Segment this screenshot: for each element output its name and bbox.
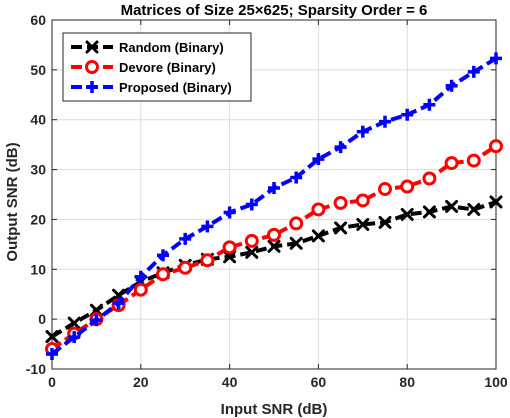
data-point <box>178 260 193 275</box>
data-point <box>289 236 303 250</box>
data-point <box>267 227 281 242</box>
data-point <box>445 79 458 92</box>
data-point <box>245 198 258 211</box>
legend: Random (Binary) Devore (Binary) Proposed (… <box>62 32 252 102</box>
data-point <box>133 282 148 297</box>
data-point <box>422 171 437 186</box>
data-point <box>311 229 325 243</box>
marker-stroke <box>67 316 81 330</box>
data-point <box>312 153 325 166</box>
data-point <box>333 195 348 210</box>
x-tick-label: 100 <box>484 374 508 390</box>
data-point <box>222 240 237 255</box>
data-point <box>45 330 59 344</box>
data-point <box>356 125 369 138</box>
data-point <box>268 182 280 195</box>
data-point <box>355 193 370 208</box>
y-tick-label: 30 <box>30 162 46 178</box>
legend-entry-3: Proposed (Binary) <box>71 80 232 95</box>
axes-box <box>51 19 497 370</box>
x-tick-label: 60 <box>311 374 327 390</box>
data-point <box>244 233 259 248</box>
y-tick-label: 0 <box>38 311 46 327</box>
data-point <box>290 171 303 184</box>
y-tick-label: 60 <box>30 12 46 28</box>
data-point <box>245 245 259 259</box>
series-3 <box>46 52 502 361</box>
data-point <box>490 52 502 65</box>
data-point <box>267 239 281 253</box>
legend-label: Devore (Binary) <box>119 60 216 75</box>
y-tick-label: 10 <box>30 261 46 277</box>
data-point <box>423 98 436 111</box>
data-point <box>489 139 503 154</box>
data-point <box>223 206 236 219</box>
data-point <box>466 153 481 168</box>
data-point <box>289 216 304 231</box>
data-point <box>356 217 370 231</box>
y-tick-label: 20 <box>30 211 46 227</box>
marker-stroke <box>267 239 281 253</box>
marker-stroke <box>112 288 126 302</box>
x-tick-label: 80 <box>399 374 415 390</box>
marker-stroke <box>334 221 348 235</box>
data-point <box>200 253 215 268</box>
marker-stroke <box>489 195 503 209</box>
data-point <box>400 179 415 194</box>
data-point <box>67 316 81 330</box>
data-point <box>68 331 81 344</box>
y-tick-label: 50 <box>30 62 46 78</box>
legend-marker <box>86 81 98 93</box>
data-point <box>378 182 392 197</box>
data-point <box>156 267 170 282</box>
x-axis-title: Input SNR (dB) <box>221 401 328 418</box>
data-point <box>334 141 347 154</box>
data-point <box>334 221 348 235</box>
marker-stroke <box>467 202 481 216</box>
data-point <box>489 195 503 209</box>
legend-entry-1: Random (Binary) <box>71 40 224 55</box>
data-point <box>467 65 480 78</box>
data-point <box>134 270 147 283</box>
x-tick-label: 40 <box>222 374 238 390</box>
y-axis-title: Output SNR (dB) <box>4 142 21 261</box>
data-point <box>201 220 214 233</box>
marker-stroke <box>289 236 303 250</box>
data-point <box>444 156 459 171</box>
marker-stroke <box>45 330 59 344</box>
marker-stroke <box>400 207 414 221</box>
data-point <box>445 199 459 213</box>
marker-stroke <box>422 205 436 219</box>
data-point <box>157 249 169 262</box>
y-tick-label: -10 <box>26 361 46 377</box>
data-point <box>90 314 103 327</box>
legend-entry-2: Devore (Binary) <box>71 60 216 75</box>
legend-marker <box>85 60 99 74</box>
marker-stroke <box>378 215 392 229</box>
data-point <box>112 297 125 310</box>
data-point <box>378 215 392 229</box>
y-tick-label: 40 <box>30 112 46 128</box>
data-point <box>422 205 436 219</box>
series-line <box>50 144 498 351</box>
data-point <box>179 232 192 245</box>
data-point <box>46 348 58 361</box>
marker-stroke <box>245 245 259 259</box>
legend-label: Random (Binary) <box>119 40 224 55</box>
data-point <box>401 108 414 121</box>
data-point <box>379 115 391 128</box>
data-point <box>467 202 481 216</box>
chart-title: Matrices of Size 25×625; Sparsity Order … <box>121 2 428 19</box>
legend-label: Proposed (Binary) <box>119 80 232 95</box>
legend-marker <box>85 40 99 54</box>
marker-stroke <box>356 217 370 231</box>
marker-stroke <box>311 229 325 243</box>
marker-stroke <box>445 199 459 213</box>
x-tick-label: 20 <box>133 374 149 390</box>
x-tick-label: 0 <box>48 374 56 390</box>
marker-stroke <box>85 40 99 54</box>
data-point <box>400 207 414 221</box>
data-point <box>311 202 326 217</box>
